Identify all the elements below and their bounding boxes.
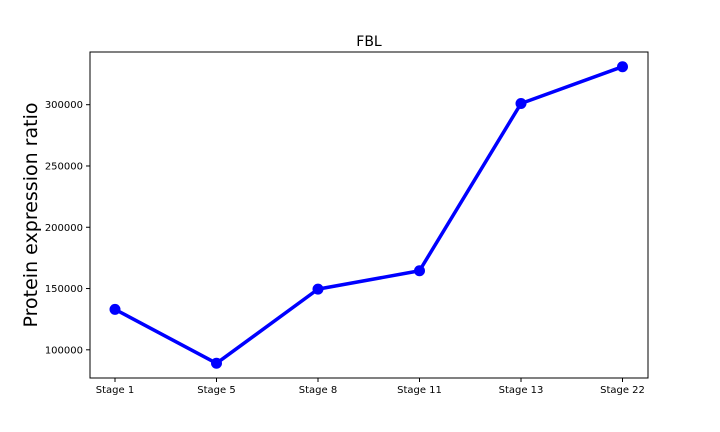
y-tick-label: 300000 bbox=[45, 100, 83, 111]
y-tick-label: 100000 bbox=[45, 345, 83, 356]
x-tick-label: Stage 11 bbox=[397, 385, 442, 396]
tick-labels: Stage 1 Stage 5 Stage 8 Stage 11 Stage 13 Sta… bbox=[45, 100, 645, 396]
y-axis-label: Protein expression ratio bbox=[20, 103, 42, 328]
x-tick-label: Stage 13 bbox=[499, 385, 544, 396]
series-line bbox=[113, 64, 625, 366]
x-tick-label: Stage 8 bbox=[299, 385, 337, 396]
x-tick-label: Stage 1 bbox=[96, 385, 134, 396]
y-tick-label: 150000 bbox=[45, 284, 83, 295]
data-point bbox=[312, 283, 324, 295]
plot-frame bbox=[89, 51, 649, 379]
x-tick-label: Stage 5 bbox=[197, 385, 235, 396]
chart-title: FBL bbox=[356, 34, 382, 50]
data-point bbox=[617, 61, 628, 73]
data-series bbox=[109, 61, 628, 369]
y-tick-label: 200000 bbox=[45, 223, 83, 234]
data-point bbox=[414, 265, 425, 277]
data-point bbox=[515, 97, 527, 109]
y-tick-label: 250000 bbox=[45, 161, 83, 172]
data-point bbox=[109, 303, 121, 315]
data-point bbox=[211, 357, 222, 369]
axes bbox=[89, 51, 649, 379]
x-tick-label: Stage 22 bbox=[600, 385, 645, 396]
